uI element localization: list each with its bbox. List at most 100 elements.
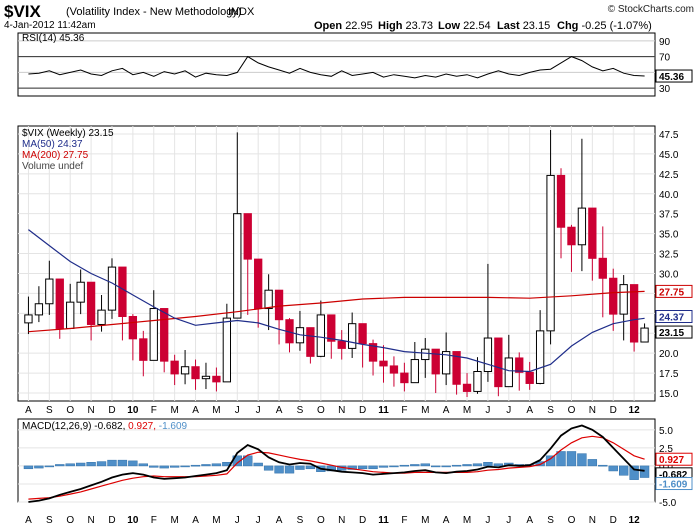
price-x-label: M (170, 405, 178, 416)
macd-histogram-bar (138, 463, 148, 467)
price-x-label: A (25, 405, 32, 416)
candle-body (577, 207, 587, 246)
macd-histogram-bar (201, 464, 211, 467)
macd-histogram-bar (368, 465, 378, 470)
price-legend-symbol: $VIX (Weekly) 23.15 (22, 128, 114, 139)
price-x-label: 11 (378, 405, 389, 416)
candle-body (254, 258, 263, 310)
candle-body (441, 351, 451, 375)
candle-body (515, 357, 524, 373)
macd-histogram-bar (274, 465, 284, 474)
macd-histogram-bar (587, 459, 598, 467)
price-x-label: A (276, 405, 283, 416)
candle-body (233, 213, 242, 319)
candle-body (421, 348, 430, 361)
macd-histogram-bar (566, 451, 577, 467)
macd-x-label: 12 (629, 515, 641, 526)
quote-low: Low 22.54 (438, 20, 491, 32)
price-x-label: N (87, 405, 94, 416)
macd-line (28, 424, 645, 503)
ma50-value-label-box (655, 310, 693, 324)
macd-x-label: A (192, 515, 199, 526)
candle-body (76, 281, 85, 303)
candle-body (118, 266, 127, 318)
macd-histogram-bar (149, 465, 159, 468)
rsi-panel (17, 32, 656, 97)
macd-histogram-bar (211, 463, 222, 467)
price-x-label: O (568, 405, 576, 416)
macd-x-label: S (547, 515, 554, 526)
candle-body (327, 314, 336, 342)
price-legend-ma200: MA(200) 27.75 (22, 150, 89, 161)
macd-histogram-bar (180, 465, 190, 468)
macd-histogram-bar (86, 462, 96, 467)
macd-histogram-bar (598, 464, 608, 467)
macd-histogram-bar (577, 453, 587, 467)
last-price-label-box (655, 325, 693, 339)
candle-body (483, 337, 493, 373)
price-tick-label: 32.5 (659, 250, 679, 261)
macd-tick-label: 5.0 (659, 426, 673, 437)
price-x-label: J (485, 405, 490, 416)
macd-legend-part: -1.609 (159, 421, 188, 432)
candle-body (264, 289, 273, 310)
macd-histogram-bar (399, 464, 410, 467)
price-x-label: D (108, 405, 115, 416)
candle-body (107, 266, 117, 311)
macd-x-label: F (151, 515, 157, 526)
macd-histogram-bar (117, 459, 128, 467)
candle-body (274, 289, 284, 321)
price-x-label: F (151, 405, 157, 416)
macd-histogram-bar (96, 461, 107, 467)
macd-histogram-bar (618, 465, 629, 476)
candle-body (139, 338, 148, 361)
macd-histogram-bar (639, 465, 650, 478)
macd-x-label: J (506, 515, 511, 526)
candle-body (45, 278, 54, 305)
candle-body (306, 327, 315, 357)
macd-histogram-bar (556, 451, 566, 467)
candle-body (609, 277, 618, 315)
candle-body (619, 284, 628, 315)
candle-body (431, 348, 440, 375)
macd-histogram-bar (190, 464, 201, 467)
candle-body (348, 323, 357, 349)
macd-histogram-bar (55, 464, 65, 467)
macd-x-label: A (443, 515, 450, 526)
quote-change: Chg -0.25 (-1.07%) (557, 20, 652, 32)
macd-histogram-bar (169, 465, 180, 468)
candle-body (473, 371, 482, 392)
macd-x-label: J (235, 515, 240, 526)
macd-x-label: D (610, 515, 617, 526)
price-legend-ma50: MA(50) 24.37 (22, 139, 83, 150)
candle-body (588, 207, 597, 259)
price-tick-label: 35.0 (659, 230, 679, 241)
ma50-line (28, 229, 645, 373)
candle-body (212, 375, 221, 383)
macd-legend: MACD(12,26,9) -0.682, 0.927, -1.609 (22, 421, 188, 432)
ma200-value-label: 27.75 (659, 287, 684, 298)
candle-body (494, 337, 503, 388)
price-tick-label: 45.0 (659, 150, 679, 161)
rsi-tick-label: 90 (659, 37, 671, 48)
candle-body (149, 308, 158, 361)
chart-symbol: $VIX (4, 2, 41, 21)
macd-x-label: S (297, 515, 304, 526)
macd-histogram-bar (410, 464, 420, 467)
macd-x-label: F (401, 515, 407, 526)
price-x-label: N (338, 405, 345, 416)
rsi-last-label: 45.36 (659, 72, 684, 83)
macd-histogram-bar (451, 464, 462, 467)
candle-body (160, 308, 169, 362)
candle-body (410, 359, 419, 384)
candle-body (34, 303, 44, 316)
macd-tick-label: 2.5 (659, 444, 673, 455)
macd-histogram-bar (23, 465, 34, 470)
candle-body (389, 365, 399, 374)
macd-histogram-bar (629, 465, 639, 480)
macd-histogram-bar (34, 465, 44, 469)
price-tick-label: 20.0 (659, 349, 679, 360)
price-x-label: A (443, 405, 450, 416)
candle-body (55, 278, 64, 329)
